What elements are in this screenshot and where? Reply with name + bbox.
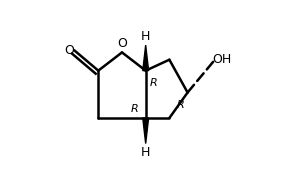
Text: R: R — [176, 100, 184, 110]
Text: H: H — [141, 146, 150, 159]
Text: O: O — [117, 37, 127, 50]
Polygon shape — [143, 45, 149, 71]
Text: O: O — [64, 44, 74, 57]
Text: OH: OH — [213, 53, 232, 66]
Text: R: R — [131, 104, 139, 114]
Text: R: R — [150, 78, 158, 88]
Polygon shape — [143, 118, 149, 144]
Text: H: H — [141, 30, 150, 43]
